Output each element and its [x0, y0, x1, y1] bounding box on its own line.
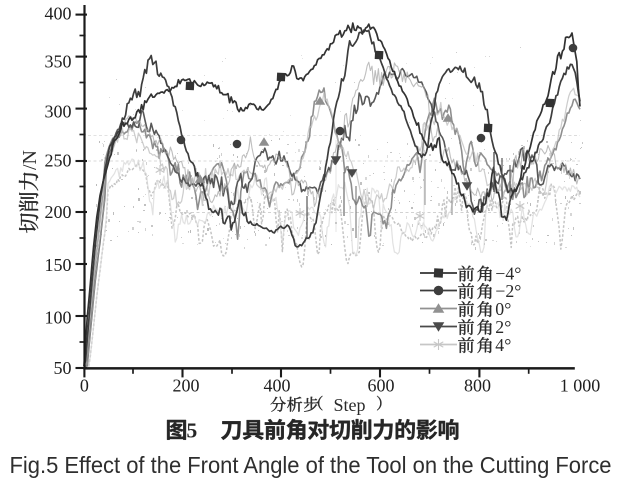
svg-text:300: 300: [45, 102, 72, 122]
svg-text:5: 5: [187, 419, 198, 443]
svg-text:200: 200: [45, 202, 72, 222]
svg-text:−4°: −4°: [495, 264, 521, 284]
svg-text:−2°: −2°: [495, 281, 521, 301]
svg-text:250: 250: [45, 150, 72, 170]
svg-text:Step: Step: [334, 395, 366, 415]
svg-text:4°: 4°: [495, 335, 511, 355]
svg-text:600: 600: [368, 376, 395, 396]
svg-text:0: 0: [80, 376, 89, 396]
svg-text:50: 50: [54, 358, 72, 378]
svg-text:350: 350: [45, 52, 72, 72]
svg-text:/N: /N: [19, 150, 41, 170]
svg-text:150: 150: [45, 255, 72, 275]
svg-text:800: 800: [464, 376, 491, 396]
svg-text:100: 100: [45, 307, 72, 327]
svg-text:0°: 0°: [495, 299, 511, 319]
svg-text:400: 400: [264, 376, 291, 396]
svg-text:1 000: 1 000: [560, 376, 601, 396]
svg-text:Fig.5 Effect of the Front Ang: Fig.5 Effect of the Front Angle of the T…: [10, 452, 612, 478]
svg-text:2°: 2°: [495, 317, 511, 337]
svg-text:200: 200: [173, 376, 200, 396]
svg-text:400: 400: [45, 4, 72, 24]
